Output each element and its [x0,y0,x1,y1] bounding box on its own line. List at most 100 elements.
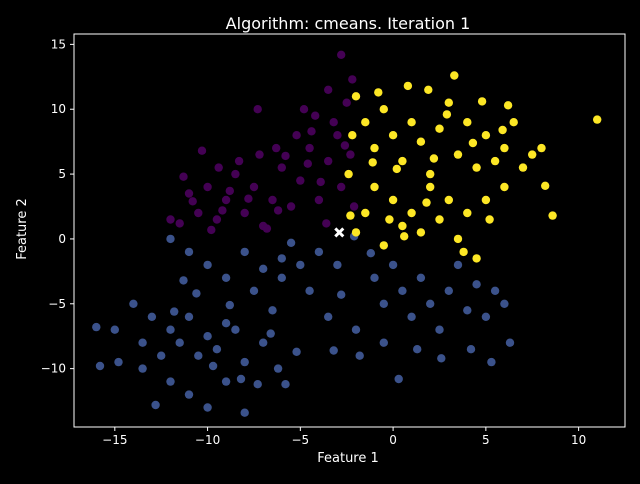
data-point-purple [349,202,359,211]
data-point-blue [240,247,249,257]
data-point-yellow [435,124,444,133]
data-point-blue [426,299,435,308]
data-point-purple [286,202,296,211]
data-point-purple [197,146,207,155]
data-point-yellow [346,211,355,220]
data-point-purple [346,150,355,159]
data-point-blue [292,347,301,356]
data-point-yellow [385,215,394,224]
data-point-blue [194,351,203,360]
data-point-yellow [500,143,509,153]
data-point-purple [231,169,240,179]
data-point-purple [225,186,234,196]
data-point-blue [240,408,249,417]
data-point-blue [110,325,120,334]
data-point-blue [259,338,268,347]
data-point-blue [249,286,259,295]
data-point-purple [299,105,309,114]
data-point-blue [203,260,212,270]
data-point-blue [388,260,398,270]
data-point-blue [231,325,240,334]
data-point-purple [324,156,333,166]
data-point-yellow [416,137,426,146]
data-point-blue [337,290,346,299]
data-point-purple [337,50,346,59]
data-point-blue [305,286,314,295]
data-point-purple [322,219,331,228]
data-point-blue [370,273,379,282]
data-point-yellow [503,101,513,110]
data-point-purple [184,189,194,198]
y-tick-label: 0 [58,232,66,246]
data-point-blue [203,332,212,341]
data-point-yellow [537,143,546,153]
data-point-purple [329,118,338,127]
data-point-blue [277,273,286,282]
data-point-yellow [481,131,491,140]
data-point-purple [333,131,342,140]
data-point-blue [463,306,472,315]
data-point-yellow [348,131,357,140]
data-point-blue [179,276,188,285]
data-point-blue [351,325,361,334]
data-point-purple [340,141,350,150]
data-point-blue [253,380,262,389]
data-point-yellow [429,154,439,163]
data-point-yellow [453,150,463,159]
data-point-blue [114,357,123,367]
data-point-purple [175,219,184,228]
data-point-purple [281,151,290,161]
data-point-yellow [528,150,537,159]
data-point-purple [253,105,262,114]
data-point-purple [316,177,325,187]
data-point-yellow [426,169,435,179]
data-point-yellow [422,198,431,207]
data-point-yellow [351,92,361,101]
data-point-yellow [361,208,370,218]
data-point-blue [379,338,388,347]
data-point-yellow [472,163,481,172]
data-point-yellow [424,85,433,95]
data-point-yellow [407,118,416,127]
data-point-blue [259,264,268,273]
x-tick-label: 5 [482,433,490,447]
data-point-blue [192,289,201,298]
data-point-yellow [509,118,518,127]
data-point-blue [466,345,476,354]
data-point-blue [453,260,463,270]
data-point-purple [214,163,223,172]
data-point-yellow [398,156,407,166]
data-point-yellow [450,71,459,80]
data-point-blue [490,286,500,295]
y-tick-label: 10 [51,102,66,116]
data-point-yellow [435,215,444,224]
data-point-purple [272,143,281,153]
data-point-purple [188,197,197,206]
data-point-blue [221,273,231,282]
centroid-x-stroke [334,227,345,238]
data-point-yellow [407,208,416,218]
data-point-blue [221,319,231,328]
data-point-blue [184,247,194,257]
data-point-blue [355,351,364,360]
data-point-blue [444,286,453,295]
data-point-blue [505,338,515,347]
data-point-purple [324,85,333,95]
data-point-blue [221,377,231,386]
data-point-purple [234,156,244,166]
y-tick-label: 5 [58,167,66,181]
data-point-yellow [444,195,453,205]
y-axis-ticks: −10 −5 0 5 10 15 [41,37,74,376]
data-point-purple [277,163,286,172]
data-point-blue [329,346,338,355]
data-point-yellow [481,195,491,205]
data-point-purple [342,98,351,107]
data-point-purple [292,131,301,140]
y-tick-label: −10 [41,362,66,376]
data-point-yellow [498,125,507,135]
data-point-purple [212,215,222,224]
data-point-yellow [453,234,463,244]
data-point-yellow [403,81,413,91]
data-point-blue [379,299,388,308]
data-point-yellow [398,221,407,231]
